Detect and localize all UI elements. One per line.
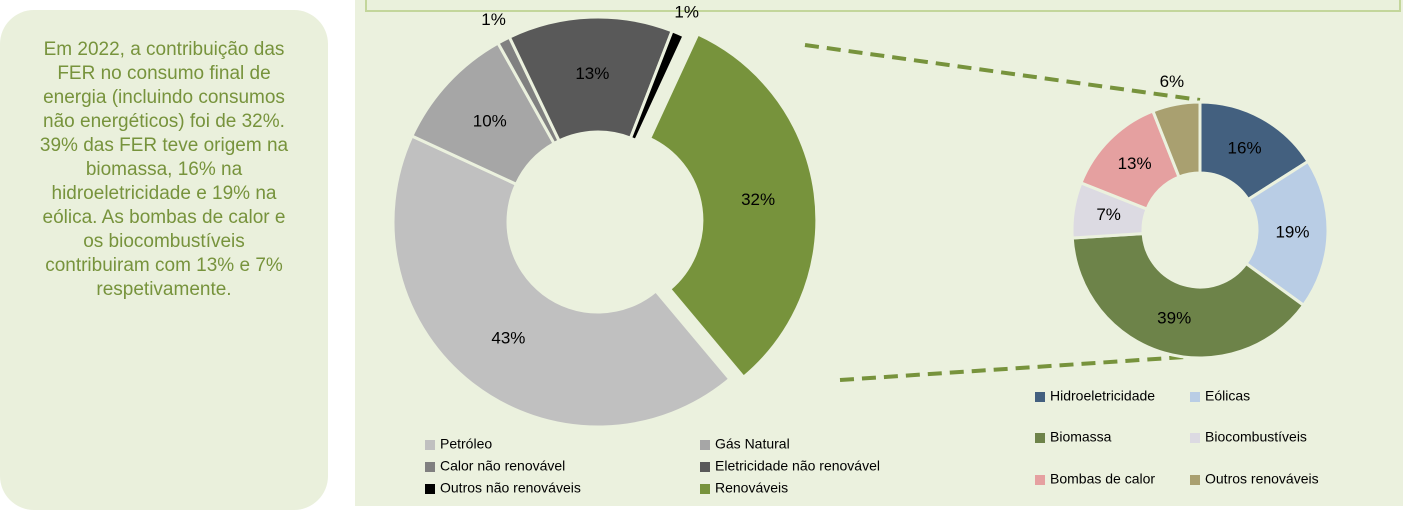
donut-segment [1070, 231, 1306, 360]
legend-swatch [700, 462, 710, 472]
data-label: 13% [1118, 154, 1152, 173]
legend-swatch [700, 484, 710, 494]
donut-segment [628, 28, 686, 143]
legend-label: Petróleo [440, 436, 492, 452]
data-label: 10% [473, 111, 507, 130]
data-label: 32% [741, 190, 775, 209]
legend-label: Biocombustíveis [1205, 429, 1307, 445]
legend-swatch [1035, 433, 1045, 443]
legend-label: Renováveis [715, 480, 788, 496]
legend-swatch [1190, 475, 1200, 485]
connector [839, 354, 1201, 382]
donut-segment [1150, 100, 1202, 179]
connector [804, 43, 1201, 102]
legend-swatch [425, 484, 435, 494]
data-label: 1% [481, 10, 506, 29]
legend-label: Outros não renováveis [440, 480, 581, 496]
data-label: 13% [575, 64, 609, 83]
legend-label: Bombas de calor [1050, 471, 1155, 487]
data-label: 39% [1157, 308, 1191, 327]
legend-label: Gás Natural [715, 436, 790, 452]
legend-swatch [425, 462, 435, 472]
legend-label: Hidroeletricidade [1050, 388, 1155, 404]
legend-label: Calor não renovável [440, 458, 565, 474]
donut-segment [391, 134, 732, 429]
legend-label: Eletricidade não renovável [715, 458, 880, 474]
donut-segment [1244, 159, 1330, 308]
side-note: Em 2022, a contribuição das FER no consu… [39, 39, 289, 300]
data-label: 1% [674, 3, 699, 22]
legend-label: Biomassa [1050, 429, 1112, 445]
legend-swatch [1035, 392, 1045, 402]
legend-swatch [1190, 433, 1200, 443]
legend-swatch [425, 440, 435, 450]
data-label: 6% [1160, 72, 1185, 91]
legend-label: Eólicas [1205, 388, 1250, 404]
legend-swatch [1190, 392, 1200, 402]
data-label: 19% [1275, 222, 1309, 241]
donut-segment [647, 32, 819, 380]
donut-segment [507, 15, 675, 143]
data-label: 43% [491, 329, 525, 348]
legend-swatch [1035, 475, 1045, 485]
data-label: 16% [1228, 138, 1262, 157]
title-strip [365, 0, 1401, 12]
legend-label: Outros renováveis [1205, 471, 1319, 487]
data-label: 7% [1096, 205, 1121, 224]
legend-swatch [700, 440, 710, 450]
side-note-box: Em 2022, a contribuição das FER no consu… [0, 10, 328, 510]
